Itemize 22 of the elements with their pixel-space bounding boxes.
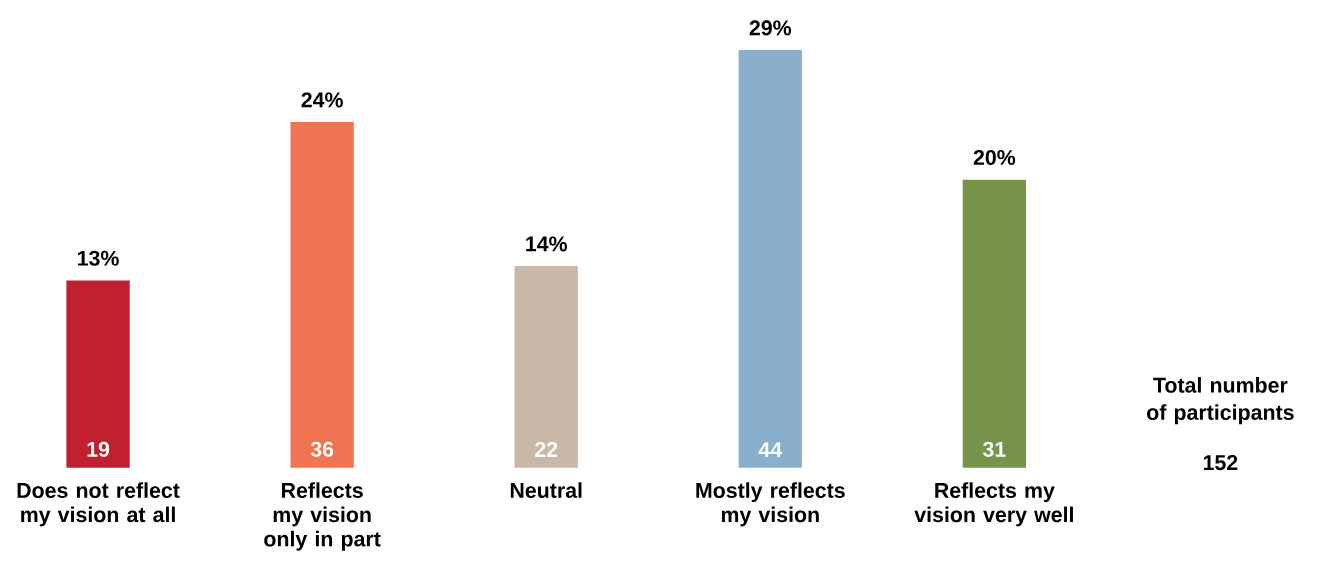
text: 152 [1203,455,1238,471]
bar [738,50,802,468]
x-tick-label: Mostly reflects my vision [696,482,845,527]
data-label: 13% [78,250,119,266]
bar [962,179,1027,468]
x-tick-label: Does not reflect my vision at all [17,482,180,527]
x-tick-label: Reflects my vision only in part [264,482,381,551]
annotation: 22 [535,442,558,457]
bar [290,122,354,468]
annotation: 19 [87,441,110,457]
bar [66,280,130,468]
x-tick-label: Neutral [510,482,582,499]
text: Total number of participants [1147,377,1294,425]
data-label: 29% [749,20,792,36]
bar [514,266,578,468]
data-label: 14% [526,236,567,252]
x-tick-label: Reflects my vision very well [914,482,1073,527]
data-label: 24% [301,92,343,108]
data-label: 20% [973,149,1016,166]
annotation: 31 [982,441,1006,457]
annotation: 36 [310,441,334,457]
annotation: 44 [758,442,783,457]
